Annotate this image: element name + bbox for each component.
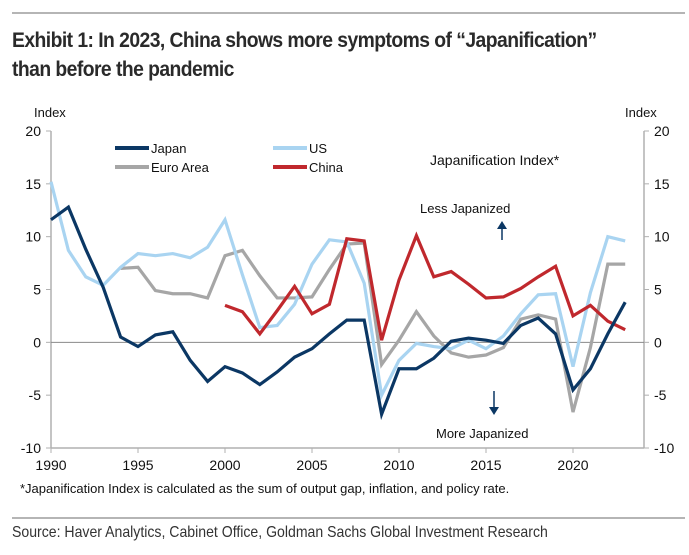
y-tick-label-right: 0 bbox=[654, 334, 662, 350]
y-tick-label-right: -10 bbox=[654, 440, 674, 456]
x-tick-label: 1995 bbox=[122, 457, 153, 473]
footnote: *Japanification Index is calculated as t… bbox=[20, 481, 509, 496]
legend-label-china: China bbox=[309, 160, 344, 175]
y-tick-label-right: 15 bbox=[654, 176, 670, 192]
y-axis-label-right: Index bbox=[625, 105, 657, 120]
bottom-rule bbox=[12, 517, 685, 519]
legend-label-euro-area: Euro Area bbox=[151, 160, 210, 175]
y-tick-label-left: 5 bbox=[33, 282, 41, 298]
chart-title: Japanification Index* bbox=[430, 152, 560, 168]
legend-label-us: US bbox=[309, 141, 327, 156]
x-tick-label: 2005 bbox=[296, 457, 327, 473]
y-tick-label-left: 10 bbox=[25, 229, 41, 245]
annotation-more-japanized: More Japanized bbox=[436, 426, 529, 441]
top-rule bbox=[12, 12, 685, 14]
series-line-japan bbox=[50, 204, 627, 421]
annotation-less-japanized: Less Japanized bbox=[420, 201, 510, 216]
x-tick-label: 1990 bbox=[35, 457, 66, 473]
y-tick-label-left: 0 bbox=[33, 334, 41, 350]
series-line-us bbox=[49, 181, 626, 401]
x-tick-label: 2020 bbox=[557, 457, 588, 473]
arrow-up-icon bbox=[497, 221, 507, 240]
y-tick-label-left: 20 bbox=[25, 123, 41, 139]
y-tick-label-left: -10 bbox=[21, 440, 41, 456]
y-tick-label-right: 10 bbox=[654, 229, 670, 245]
legend-label-japan: Japan bbox=[151, 141, 186, 156]
y-tick-label-right: 20 bbox=[654, 123, 670, 139]
y-axis-label-left: Index bbox=[34, 105, 66, 120]
exhibit-title: Exhibit 1: In 2023, China shows more sym… bbox=[12, 29, 597, 81]
source-note: Source: Haver Analytics, Cabinet Office,… bbox=[12, 524, 548, 541]
x-tick-label: 2000 bbox=[209, 457, 240, 473]
series-line-china bbox=[224, 231, 626, 341]
series-line-euro-area bbox=[120, 241, 626, 413]
y-tick-label-left: 15 bbox=[25, 176, 41, 192]
arrow-down-icon bbox=[489, 391, 499, 415]
x-tick-label: 2015 bbox=[470, 457, 501, 473]
y-tick-label-right: -5 bbox=[654, 387, 667, 403]
y-tick-label-right: 5 bbox=[654, 282, 662, 298]
x-tick-label: 2010 bbox=[383, 457, 414, 473]
y-tick-label-left: -5 bbox=[29, 387, 42, 403]
